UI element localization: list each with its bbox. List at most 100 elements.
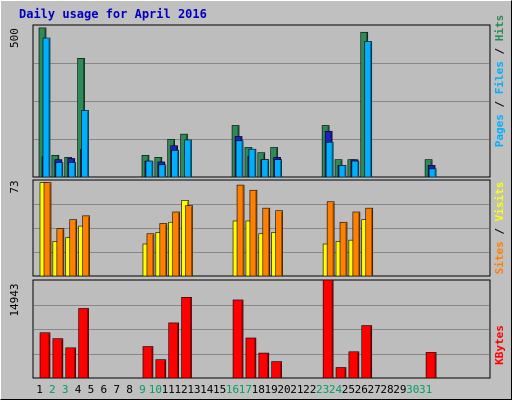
kbytes-bar-day-18 [258,352,270,379]
files-bar-day-3 [68,162,77,178]
kbytes-bar-day-12-shade [190,298,192,378]
traffic-legend-pages: Pages [493,114,506,147]
kbytes-bar-day-11-shade [177,323,179,378]
kbytes-legend: KBytes [493,325,506,365]
files-bar-day-12-shade [190,140,192,177]
visits-bar-day-2 [56,228,65,277]
visits-bar-day-9-shade [152,234,154,276]
visits-bar-day-12 [185,205,193,277]
day-tick-label-9: 9 [139,383,146,396]
day-tick-label-27: 27 [367,383,380,396]
visits-bar-day-17 [249,189,258,277]
visits-bar-day-3 [69,219,78,277]
visits-bar-day-25 [352,211,361,277]
files-bar-day-1 [42,37,51,178]
day-tick-label-26: 26 [355,383,368,396]
visits-bar-day-11 [172,211,180,277]
kbytes-bar-day-26 [361,325,373,379]
kbytes-bar-day-26-shade [370,326,372,378]
visits-bar-day-9 [146,233,155,277]
day-tick-label-29: 29 [393,383,406,396]
kbytes-bar-day-16 [232,299,244,379]
kbytes-bar-day-31 [425,352,437,379]
day-tick-label-10: 10 [149,383,162,396]
chart-title: Daily usage for April 2016 [19,7,207,21]
files-bar-day-1-shade [48,39,50,178]
files-bar-day-10-shade [164,165,166,177]
visits-bar-day-25-shade [358,213,360,276]
day-tick-label-30: 30 [406,383,419,396]
files-bar-day-18-shade [267,160,269,177]
files-bar-day-2 [55,162,64,178]
files-bar-day-4-shade [87,111,89,177]
kbytes-bar-day-23-shade [331,281,333,378]
kbytes-bar-day-9-shade [151,347,153,378]
day-tick-label-21: 21 [290,383,303,396]
visits-bar-day-1-shade [49,183,51,276]
traffic-legend-files: Files [493,61,506,94]
files-bar-day-9 [145,160,154,178]
files-bar-day-24 [338,165,347,178]
visits-bar-day-4-shade [88,216,90,276]
visits-bar-day-24 [339,221,348,277]
visits-bar-day-26 [365,207,374,277]
kbytes-bar-day-24-shade [344,368,346,378]
files-bar-day-12 [184,139,192,178]
day-tick-label-11: 11 [162,383,175,396]
kbytes-bar-day-1 [39,332,51,379]
files-bar-day-26 [364,41,373,178]
kbytes-bar-day-19 [271,361,282,379]
day-tick-label-19: 19 [265,383,278,396]
kbytes-bar-day-23 [322,279,334,379]
kbytes-bar-day-31-shade [434,353,436,378]
files-bar-day-19 [274,159,282,178]
kbytes-bar-day-17 [245,337,257,379]
day-tick-label-25: 25 [342,383,355,396]
day-tick-label-7: 7 [113,383,120,396]
kbytes-bar-day-9 [142,346,154,379]
kbytes-bar-day-19-shade [280,362,282,378]
files-bar-day-3-shade [74,163,76,177]
files-bar-day-9-shade [151,162,153,177]
kbytes-bar-day-24 [335,367,347,379]
visits-bar-day-23 [326,201,335,277]
day-tick-label-24: 24 [329,383,343,396]
visitors-legend: Sites / Visits [493,182,506,275]
visits-bar-day-12-shade [191,206,193,276]
visits-bar-day-2-shade [62,229,64,276]
kbytes-bar-day-4-shade [87,309,89,378]
day-tick-label-13: 13 [187,383,200,396]
day-tick-label-22: 22 [303,383,316,396]
visits-bar-day-10 [159,223,168,277]
day-tick-label-14: 14 [200,383,214,396]
day-tick-label-23: 23 [316,383,329,396]
day-tick-label-8: 8 [126,383,133,396]
visitors-legend-visits: Visits [493,182,506,222]
visits-bar-day-19-shade [281,211,283,276]
files-bar-day-31-shade [434,169,436,177]
files-bar-day-26-shade [370,42,372,178]
files-bar-day-25 [351,160,360,178]
traffic-legend: Pages / Files / Hits [493,15,506,148]
kbytes-bar-day-12 [181,297,192,379]
files-bar-day-19-shade [280,160,282,177]
kbytes-bar-day-18-shade [267,354,269,378]
day-tick-label-12: 12 [174,383,187,396]
visits-bar-day-24-shade [345,223,347,276]
kbytes-bar-day-25-shade [357,352,359,378]
visits-bar-day-18-shade [268,209,270,276]
kbytes-bar-day-25 [348,351,360,379]
files-bar-day-17 [248,148,257,178]
day-tick-label-17: 17 [239,383,252,396]
files-bar-day-4 [81,110,89,178]
kbytes-bar-day-4 [78,308,89,379]
kbytes-bar-day-10-shade [164,360,166,378]
files-bar-day-24-shade [344,166,346,177]
kbytes-bar-day-1-shade [48,333,50,378]
kbytes-bar-day-11 [168,322,179,379]
visits-bar-day-26-shade [371,209,373,276]
visits-bar-day-19 [275,210,283,277]
day-tick-label-31: 31 [419,383,432,396]
files-bar-day-25-shade [357,162,359,177]
visits-bar-day-4 [82,215,90,277]
